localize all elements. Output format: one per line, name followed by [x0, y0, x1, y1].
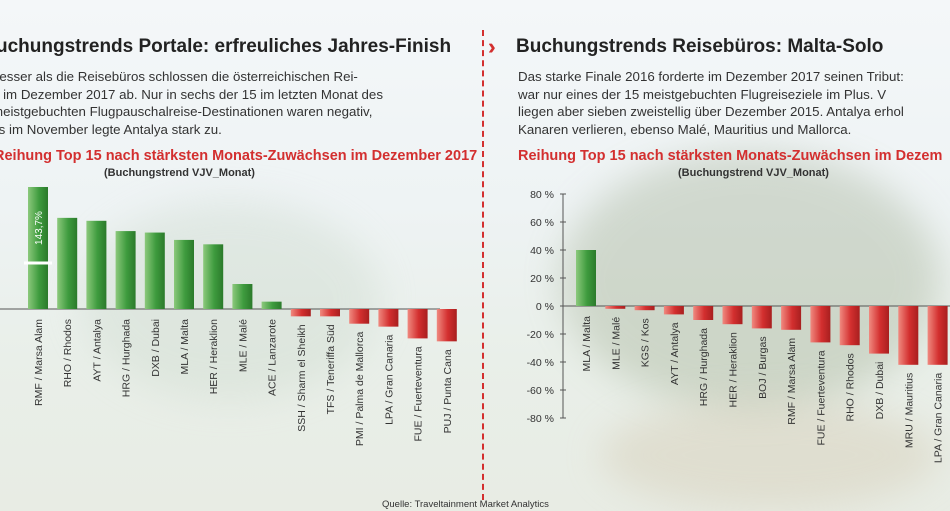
category-label: FUE / Fuerteventura — [413, 346, 425, 441]
left-chart-subtitle: (Buchungstrend VJV_Monat) — [104, 167, 255, 179]
category-label: MRU / Mauritius — [903, 373, 915, 448]
category-label: MLA / Malta — [581, 316, 593, 372]
category-label: BOJ / Burgas — [757, 336, 769, 398]
left-body-text: besser als die Reisebüros schlossen die … — [0, 68, 436, 138]
bar — [57, 217, 78, 309]
bar — [144, 232, 165, 309]
bar — [290, 309, 311, 317]
bar — [605, 306, 626, 309]
left-body-line: its im November legte Antalya stark zu. — [0, 121, 222, 137]
y-tick-label: -60 % — [527, 385, 554, 397]
category-label: TFS / Teneriffa Süd — [325, 324, 337, 414]
bar — [839, 306, 860, 346]
category-label: HER / Heraklion — [728, 332, 740, 407]
right-body-line: Kanaren verlieren, ebenso Malé, Mauritiu… — [518, 121, 852, 137]
left-body-line: besser als die Reisebüros schlossen die … — [0, 69, 358, 84]
category-label: SSH / Sharm el Sheikh — [296, 324, 308, 432]
y-tick-label: 60 % — [530, 217, 554, 229]
y-tick-label: -40 % — [527, 357, 554, 369]
bar — [28, 186, 48, 309]
right-bar-chart: 80 % 60 % 40 % 20 % 0 % -20 % -40 % -60 % -80 % M… — [527, 189, 950, 463]
category-label: LPA / Gran Canaria — [383, 334, 395, 424]
category-label: HER / Heraklion — [208, 319, 220, 394]
left-panel: uchungstrends Portale: erfreuliches Jahr… — [0, 36, 478, 447]
category-label: HRG / Hurghada — [121, 319, 133, 397]
bar — [663, 306, 684, 315]
source-note: Quelle: Traveltainment Market Analytics — [382, 499, 549, 510]
data-label: 143,7% — [34, 211, 45, 245]
bar — [115, 231, 136, 309]
bar — [927, 306, 948, 365]
bar — [174, 239, 194, 309]
bar — [869, 306, 889, 354]
y-tick-label: 0 % — [536, 301, 554, 313]
left-body-line: e im Dezember 2017 ab. Nur in sechs der … — [0, 86, 383, 102]
category-label: LPA / Gran Canaria — [933, 373, 945, 463]
bar — [436, 309, 457, 342]
y-tick-label: 40 % — [530, 245, 554, 257]
right-body-line: war nur eines der 15 meistgebuchten Flug… — [518, 86, 887, 102]
category-label: RHO / Rhodos — [845, 353, 857, 421]
right-body-line: Das starke Finale 2016 forderte im Dezem… — [518, 69, 904, 84]
bar — [203, 244, 224, 309]
bar — [320, 309, 340, 317]
right-body-text: Das starke Finale 2016 forderte im Dezem… — [518, 68, 950, 138]
left-body-line: meistgebuchten Flugpauschalreise-Destina… — [0, 104, 373, 119]
y-tick-label: -20 % — [527, 329, 554, 341]
category-label: AYT / Antalya — [669, 322, 681, 385]
bar — [751, 306, 772, 329]
bar — [693, 306, 714, 320]
category-label: KGS / Kos — [640, 318, 652, 367]
right-title: Buchungstrends Reisebüros: Malta-Solo — [516, 36, 884, 57]
bar — [722, 306, 743, 325]
right-chart-title: Reihung Top 15 nach stärksten Monats-Zuw… — [518, 148, 943, 164]
y-tick-label: 80 % — [530, 189, 554, 201]
category-label: ACE / Lanzarote — [267, 319, 279, 396]
category-label: DXB / Dubai — [150, 319, 162, 377]
category-label: AYT / Antalya — [91, 319, 103, 382]
bar — [349, 309, 370, 324]
category-label: RMF / Marsa Alam — [33, 319, 45, 406]
left-title: uchungstrends Portale: erfreuliches Jahr… — [0, 36, 452, 57]
right-chart-subtitle: (Buchungstrend VJV_Monat) — [678, 167, 829, 179]
bar — [634, 306, 655, 311]
bar — [810, 306, 831, 343]
bar — [378, 309, 399, 327]
category-label: PUJ / Punta Cana — [442, 349, 454, 433]
bar — [261, 301, 282, 309]
right-body-line: liegen aber sieben zweistellig über Deze… — [518, 104, 904, 119]
category-label: MLE / Malé — [610, 317, 622, 370]
panel-divider — [482, 30, 484, 500]
category-label: RHO / Rhodos — [62, 319, 74, 387]
bar — [898, 306, 919, 365]
category-label: MLE / Malé — [237, 319, 249, 372]
category-label: RMF / Marsa Alam — [786, 338, 798, 425]
y-tick-label: 20 % — [530, 273, 554, 285]
right-panel: ›› Buchungstrends Reisebüros: Malta-Solo… — [488, 0, 950, 511]
category-label: MLA / Malta — [179, 319, 191, 375]
category-label: DXB / Dubai — [874, 362, 886, 420]
bar — [576, 250, 596, 306]
bar — [407, 309, 428, 339]
category-label: HRG / Hurghada — [698, 328, 710, 406]
category-label: FUE / Fuerteventura — [815, 350, 827, 445]
bar — [86, 220, 107, 309]
left-bar-chart: RMF / Marsa Alam RHO / Rhodos AYT / Antaly… — [0, 186, 457, 447]
y-tick-label: -80 % — [527, 413, 554, 425]
left-chart-title: Reihung Top 15 nach stärksten Monats-Zuw… — [0, 148, 478, 164]
category-label: PMI / Palma de Mallorca — [354, 332, 366, 447]
bar — [781, 306, 802, 330]
bar — [232, 284, 253, 309]
